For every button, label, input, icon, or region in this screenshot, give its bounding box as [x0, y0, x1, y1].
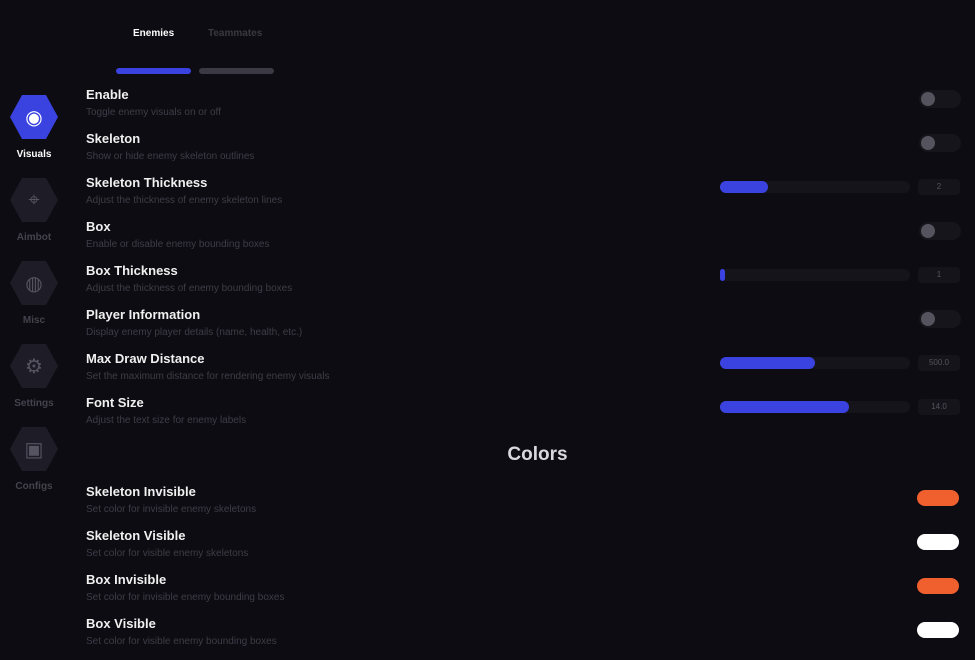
sidebar-item-label: Misc: [22, 315, 46, 326]
eye-icon: ◉: [10, 95, 58, 139]
color-swatch[interactable]: [917, 490, 959, 506]
setting-description: Adjust the thickness of enemy bounding b…: [86, 283, 293, 294]
setting-title: Box Thickness: [86, 263, 178, 278]
setting-row: Max Draw Distance Set the maximum distanc…: [86, 351, 975, 395]
slider-fill: [720, 401, 850, 413]
toggle-switch[interactable]: [919, 222, 961, 240]
setting-description: Set the maximum distance for rendering e…: [86, 371, 330, 382]
setting-title: Enable: [86, 87, 129, 102]
setting-row: Font Size Adjust the text size for enemy …: [86, 395, 975, 439]
slider-fill: [720, 357, 815, 369]
color-description: Set color for visible enemy bounding box…: [86, 636, 277, 647]
color-swatch[interactable]: [917, 578, 959, 594]
crosshair-icon: ⌖: [10, 178, 58, 222]
toggle-switch[interactable]: [919, 134, 961, 152]
slider-value[interactable]: 2: [918, 179, 960, 195]
setting-row: Box Thickness Adjust the thickness of ene…: [86, 263, 975, 307]
setting-description: Display enemy player details (name, heal…: [86, 327, 303, 338]
color-title: Skeleton Invisible: [86, 484, 196, 499]
color-description: Set color for invisible enemy bounding b…: [86, 592, 285, 603]
slider-fill: [720, 269, 725, 281]
color-swatch[interactable]: [917, 534, 959, 550]
toggle-switch[interactable]: [919, 90, 961, 108]
sidebar-item-settings[interactable]: ⚙ Settings: [10, 344, 58, 409]
slider[interactable]: [720, 181, 910, 193]
setting-description: Adjust the thickness of enemy skeleton l…: [86, 195, 283, 206]
color-row: Box Invisible Set color for invisible ene…: [86, 572, 975, 616]
setting-row: Skeleton Show or hide enemy skeleton outl…: [86, 131, 975, 175]
color-title: Skeleton Visible: [86, 528, 186, 543]
sidebar-item-label: Settings: [14, 398, 54, 409]
color-row: Box Visible Set color for visible enemy b…: [86, 616, 975, 660]
sidebar-item-label: Configs: [15, 481, 53, 492]
slider-value[interactable]: 500.0: [918, 355, 960, 371]
color-row: Skeleton Invisible Set color for invisibl…: [86, 484, 975, 528]
color-row: Skeleton Visible Set color for visible en…: [86, 528, 975, 572]
slider-fill: [720, 181, 768, 193]
sidebar-item-configs[interactable]: ▣ Configs: [10, 427, 58, 492]
setting-description: Enable or disable enemy bounding boxes: [86, 239, 270, 250]
setting-row: Enable Toggle enemy visuals on or off: [86, 87, 975, 131]
globe-icon: ◍: [10, 261, 58, 305]
gear-icon: ⚙: [10, 344, 58, 388]
setting-row: Skeleton Thickness Adjust the thickness o…: [86, 175, 975, 219]
color-title: Box Visible: [86, 616, 156, 631]
color-description: Set color for visible enemy skeletons: [86, 548, 249, 559]
sidebar-item-misc[interactable]: ◍ Misc: [10, 261, 58, 326]
save-icon: ▣: [10, 427, 58, 471]
slider[interactable]: [720, 401, 910, 413]
tab-teammates[interactable]: Teammates: [208, 28, 263, 39]
colors-heading: Colors: [507, 444, 568, 465]
color-title: Box Invisible: [86, 572, 167, 587]
setting-row: Player Information Display enemy player d…: [86, 307, 975, 351]
tab-indicator-enemies: [116, 68, 191, 74]
setting-title: Skeleton Thickness: [86, 175, 208, 190]
slider-value[interactable]: 14.0: [918, 399, 960, 415]
color-description: Set color for invisible enemy skeletons: [86, 504, 257, 515]
setting-description: Adjust the text size for enemy labels: [86, 415, 247, 426]
sidebar-item-aimbot[interactable]: ⌖ Aimbot: [10, 178, 58, 243]
setting-description: Toggle enemy visuals on or off: [86, 107, 221, 118]
slider[interactable]: [720, 357, 910, 369]
sidebar-item-visuals[interactable]: ◉ Visuals: [10, 95, 58, 160]
toggle-switch[interactable]: [919, 310, 961, 328]
setting-title: Box: [86, 219, 111, 234]
setting-title: Font Size: [86, 395, 144, 410]
slider[interactable]: [720, 269, 910, 281]
sidebar-item-label: Aimbot: [16, 232, 52, 243]
slider-value[interactable]: 1: [918, 267, 960, 283]
sidebar-item-label: Visuals: [16, 149, 52, 160]
setting-title: Max Draw Distance: [86, 351, 205, 366]
setting-title: Player Information: [86, 307, 201, 322]
setting-row: Box Enable or disable enemy bounding boxe…: [86, 219, 975, 263]
setting-description: Show or hide enemy skeleton outlines: [86, 151, 255, 162]
setting-title: Skeleton: [86, 131, 141, 146]
color-swatch[interactable]: [917, 622, 959, 638]
tab-enemies[interactable]: Enemies: [133, 28, 175, 39]
tab-indicator-teammates: [199, 68, 274, 74]
